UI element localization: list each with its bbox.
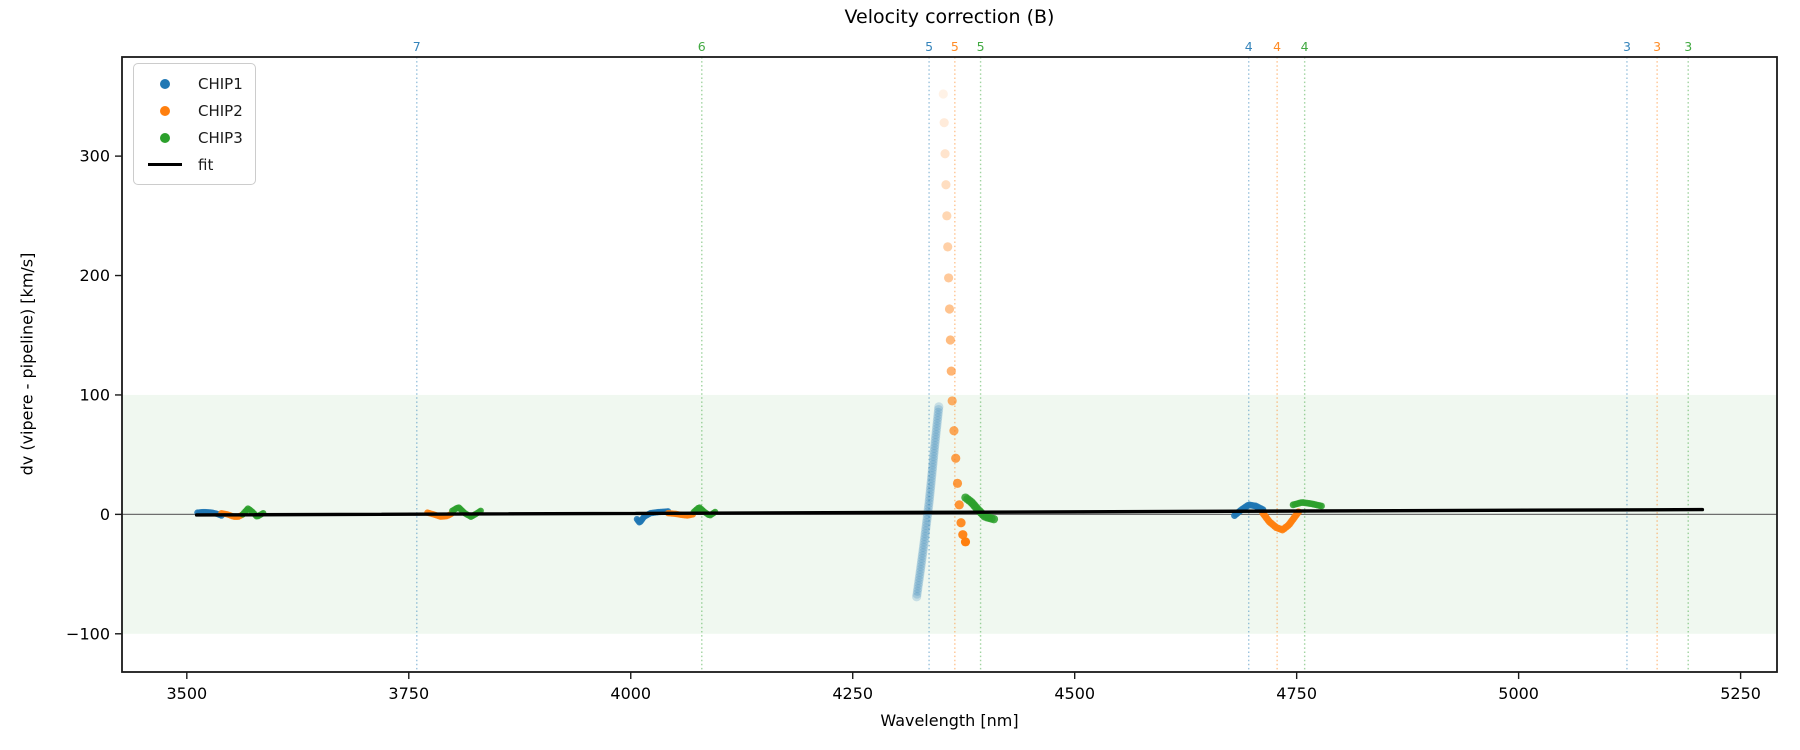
x-tick-label: 4250 [832,684,873,703]
legend-label: CHIP3 [198,128,243,147]
x-tick-label: 4000 [610,684,651,703]
x-tick-label: 4500 [1054,684,1095,703]
legend-label: fit [198,155,214,174]
order-label: 5 [951,39,959,54]
legend: CHIP1 CHIP2 CHIP3 fit [133,63,256,185]
y-tick-label: 0 [100,505,110,524]
order-label: 7 [413,39,421,54]
legend-item: CHIP3 [142,124,243,151]
fit-line-marker [142,163,188,166]
y-tick-label: −100 [66,624,110,643]
scatter-cluster-chip2 [938,89,971,547]
order-label: 4 [1245,39,1253,54]
order-label: 5 [925,39,933,54]
order-label: 4 [1301,39,1309,54]
chip2-dot-marker [142,105,188,116]
fit-line [194,507,1705,517]
order-label: 6 [698,39,706,54]
chip1-dot-marker [142,78,188,89]
scatter-cluster-chip1 [912,402,944,602]
order-label: 3 [1653,39,1661,54]
x-tick-label: 4750 [1276,684,1317,703]
scatter-cluster-chip3 [1289,499,1325,510]
scatter-cluster-chip2 [1259,508,1303,534]
x-tick-label: 5000 [1498,684,1539,703]
chip3-dot-marker [142,132,188,143]
legend-item: fit [142,151,243,178]
legend-label: CHIP1 [198,74,243,93]
plot-border [121,56,1778,673]
chart-title: Velocity correction (B) [844,6,1055,28]
order-label: 3 [1684,39,1692,54]
order-label: 5 [977,39,985,54]
y-tick-label: 300 [79,147,110,166]
y-tick-label: 200 [79,266,110,285]
legend-item: CHIP1 [142,70,243,97]
x-tick-label: 5250 [1720,684,1761,703]
x-axis-label: Wavelength [nm] [880,711,1019,730]
order-label: 4 [1273,39,1281,54]
x-tick-label: 3750 [388,684,429,703]
order-label: 3 [1623,39,1631,54]
x-tick-label: 3500 [166,684,207,703]
legend-label: CHIP2 [198,101,243,120]
legend-item: CHIP2 [142,97,243,124]
y-tick-label: 100 [79,385,110,404]
